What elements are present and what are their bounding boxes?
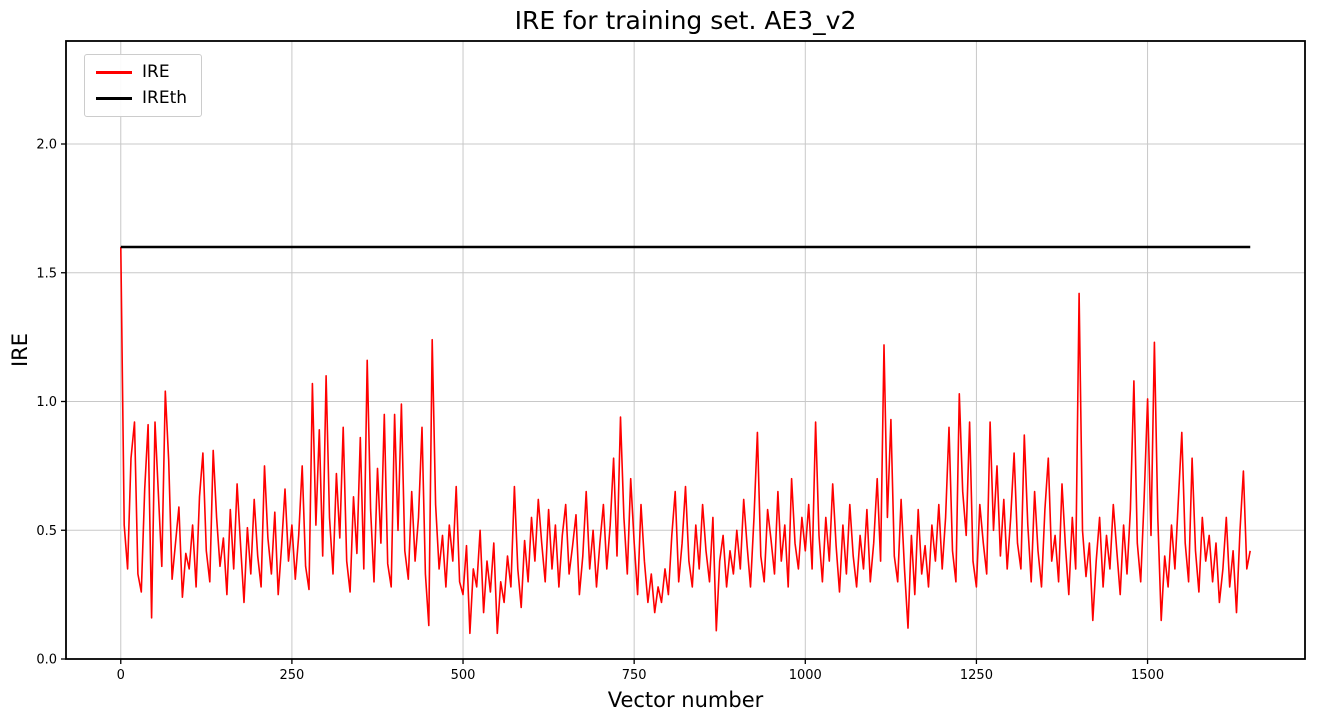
- y-tick-label: 1.0: [36, 395, 57, 410]
- x-tick-label: 1250: [960, 668, 993, 683]
- x-tick-label: 0: [117, 668, 125, 683]
- legend-line-sample-ire: [96, 71, 132, 74]
- legend: IRE IREth: [84, 54, 203, 117]
- x-tick-label: 1000: [789, 668, 822, 683]
- legend-label-ire: IRE: [142, 62, 170, 82]
- x-axis-label: Vector number: [607, 688, 764, 712]
- chart-title: IRE for training set. AE3_v2: [514, 6, 857, 35]
- ire-line: [120, 246, 1251, 635]
- y-tick-label: 1.5: [36, 266, 57, 281]
- legend-item-ire: IRE: [96, 64, 187, 81]
- x-tick-label: 500: [451, 668, 476, 683]
- y-tick-label: 0.0: [36, 653, 57, 668]
- legend-line-sample-ireth: [96, 97, 132, 100]
- y-tick-label: 0.5: [36, 524, 57, 539]
- legend-label-ireth: IREth: [142, 88, 188, 108]
- legend-item-ireth: IREth: [96, 90, 187, 107]
- plot-border: [65, 40, 1306, 660]
- x-tick-label: 1500: [1131, 668, 1164, 683]
- x-tick-label: 250: [279, 668, 304, 683]
- y-tick-label: 2.0: [36, 138, 57, 153]
- x-tick-label: 750: [622, 668, 647, 683]
